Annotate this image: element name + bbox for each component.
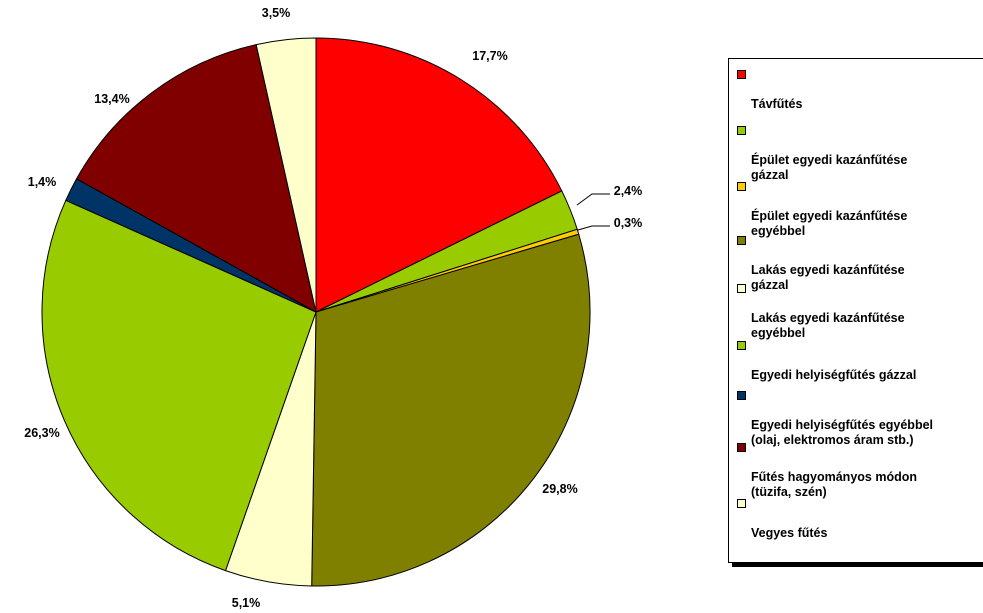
legend-label: Lakás egyedi kazánfűtése egyébbel (751, 311, 905, 340)
slice-value-label: 13,4% (94, 92, 129, 106)
legend-swatch (737, 443, 746, 452)
legend-label: Vegyes fűtés (751, 526, 828, 540)
legend-label: Épület egyedi kazánfűtése gázzal (751, 153, 908, 182)
legend-label: Egyedi helyiségfűtés gázzal (751, 368, 917, 382)
legend-item-helyiseg-gaz: Egyedi helyiségfűtés gázzal (737, 338, 983, 398)
slice-value-label: 29,8% (542, 482, 577, 496)
pie-slice (311, 233, 591, 587)
legend-item-tavfutes: Távfűtés (737, 67, 983, 127)
legend-item-lakas-egyeb: Lakás egyedi kazánfűtése egyébbel (737, 281, 983, 356)
legend-swatch (737, 126, 746, 135)
legend-label: Lakás egyedi kazánfűtése gázzal (751, 263, 905, 292)
slice-value-label: 0,3% (614, 216, 643, 230)
leader-line (576, 193, 610, 206)
legend-swatch (737, 182, 746, 191)
legend-item-lakas-gaz: Lakás egyedi kazánfűtése gázzal (737, 233, 983, 308)
legend-label: Egyedi helyiségfűtés egyébbel (olaj, ele… (751, 418, 934, 447)
legend-item-epulet-gaz: Épület egyedi kazánfűtése gázzal (737, 123, 983, 198)
legend-item-helyiseg-egyeb: Egyedi helyiségfűtés egyébbel (olaj, ele… (737, 388, 983, 463)
legend-swatch (737, 391, 746, 400)
legend-label: Fűtés hagyományos módon (tüzifa, szén) (751, 470, 917, 499)
pie-slice (315, 37, 563, 313)
pie-slice (255, 37, 317, 313)
slice-value-label: 17,7% (472, 49, 507, 63)
pie-slice (75, 44, 317, 313)
legend-swatch (737, 341, 746, 350)
slice-value-label: 3,5% (262, 6, 291, 20)
legend-swatch (737, 499, 746, 508)
legend-label: Épület egyedi kazánfűtése egyébbel (751, 209, 908, 238)
legend: Távfűtés Épület egyedi kazánfűtése gázza… (728, 58, 983, 563)
slice-value-label: 5,1% (232, 596, 261, 610)
legend-item-vegyes: Vegyes fűtés (737, 496, 983, 556)
legend-item-hagyomanyos: Fűtés hagyományos módon (tüzifa, szén) (737, 440, 983, 515)
leader-line (577, 225, 610, 231)
slice-value-label: 2,4% (614, 184, 643, 198)
legend-swatch (737, 70, 746, 79)
pie-slice (41, 199, 317, 572)
slice-value-label: 26,3% (24, 426, 59, 440)
legend-swatch (737, 236, 746, 245)
legend-label: Távfűtés (751, 97, 803, 111)
legend-swatch (737, 284, 746, 293)
slice-value-label: 1,4% (28, 175, 57, 189)
legend-item-epulet-egyeb: Épület egyedi kazánfűtése egyébbel (737, 179, 983, 254)
